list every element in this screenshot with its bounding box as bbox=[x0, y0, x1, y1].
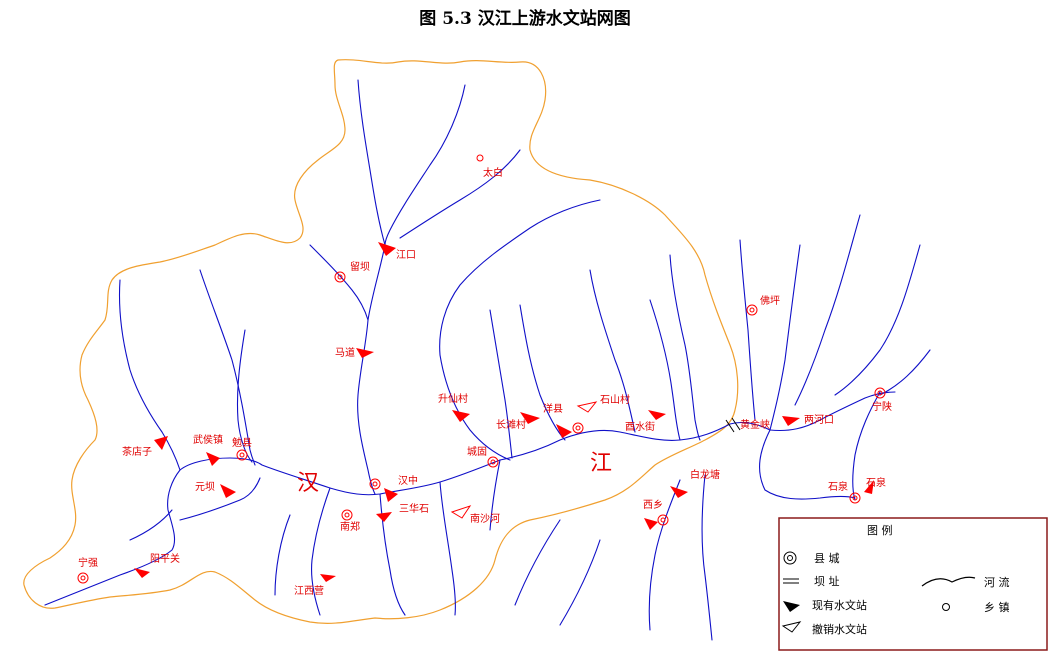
legend-existing-station: 现有水文站 bbox=[812, 598, 867, 612]
station-marker-lianghekou bbox=[782, 416, 800, 426]
river-xushui bbox=[519, 304, 566, 441]
han-river-east bbox=[769, 391, 896, 432]
legend: 图 例 县 城 坝 址 现有水文站 撤销水文站 河 流 乡 镇 bbox=[778, 517, 1048, 651]
river-ziwu bbox=[769, 244, 801, 431]
river-south-3 bbox=[439, 481, 456, 616]
label-yangxian: 洋县 bbox=[543, 402, 563, 415]
river-jin bbox=[669, 254, 701, 441]
label-ningshan: 宁陕 bbox=[872, 400, 892, 413]
label-sanhuashi: 三华石 bbox=[399, 502, 429, 515]
station-marker-sanhuashi bbox=[376, 512, 392, 522]
river-youshui bbox=[589, 269, 636, 433]
label-liuba: 留坝 bbox=[350, 260, 370, 273]
label-xishuijie: 酉水街 bbox=[625, 420, 655, 433]
legend-dam: 坝 址 bbox=[814, 574, 840, 588]
label-ningqiang: 宁强 bbox=[78, 556, 98, 569]
station-marker-yuanba bbox=[220, 484, 236, 498]
river-east-mid bbox=[649, 299, 681, 441]
label-chenggu: 城固 bbox=[467, 446, 487, 458]
station-marker-chadianzi bbox=[154, 436, 168, 450]
label-madao: 马道 bbox=[335, 346, 355, 359]
label-hanzhong: 汉中 bbox=[398, 474, 418, 487]
station-marker-yangpingguan bbox=[134, 568, 150, 578]
label-shiquan-county: 石泉 bbox=[828, 480, 848, 493]
river-ningshan bbox=[852, 391, 881, 501]
river-west-5 bbox=[129, 509, 173, 541]
river-east-far bbox=[834, 244, 921, 396]
county-markers bbox=[77, 271, 886, 584]
station-marker-nanshahe bbox=[450, 505, 472, 519]
river-han-north bbox=[794, 214, 861, 406]
station-marker-changxingcun bbox=[520, 412, 540, 424]
label-wuhouzhen: 武侯镇 bbox=[193, 433, 223, 446]
river-hongyan bbox=[384, 84, 466, 246]
station-marker-wuhouzhen bbox=[206, 452, 220, 466]
river-east-far-2 bbox=[739, 239, 756, 421]
river-north-4 bbox=[309, 244, 369, 321]
town-marker-taibai bbox=[476, 154, 484, 162]
station-marker-yangxian bbox=[556, 424, 572, 438]
river-west-2 bbox=[199, 269, 256, 466]
basin-boundary bbox=[23, 59, 739, 624]
station-marker-jiangkou bbox=[378, 242, 396, 256]
river-dang bbox=[489, 309, 513, 459]
label-jiangxiying: 江西营 bbox=[294, 584, 324, 597]
station-marker-xishuijie bbox=[648, 410, 666, 420]
station-marker-hanzhong bbox=[384, 488, 398, 502]
river-qushui bbox=[439, 199, 601, 461]
river-xihe bbox=[357, 79, 386, 495]
label-yuanba: 元坝 bbox=[195, 481, 215, 493]
river-bailong bbox=[118, 279, 181, 471]
label-mianxian: 勉县 bbox=[232, 436, 252, 449]
river-south-7 bbox=[559, 539, 601, 626]
label-yangpingguan: 阳平关 bbox=[150, 552, 180, 565]
station-marker-shengxiancun bbox=[452, 410, 470, 422]
river-south-1 bbox=[311, 487, 331, 616]
existing-stations bbox=[134, 242, 874, 582]
label-changxingcun: 长滩村 bbox=[496, 418, 526, 431]
page-title: 图 5.3 汉江上游水文站网图 bbox=[419, 9, 631, 29]
label-huangjinxia: 黄金峡 bbox=[740, 418, 770, 431]
river-south-6 bbox=[701, 474, 713, 641]
legend-county: 县 城 bbox=[814, 552, 840, 565]
dam-symbol bbox=[725, 417, 741, 433]
river-south-4 bbox=[274, 514, 291, 596]
label-nanshahe: 南沙河 bbox=[470, 512, 500, 525]
station-marker-shiquan bbox=[864, 480, 874, 494]
legend-town: 乡 镇 bbox=[984, 600, 1010, 614]
label-jiangkou: 江口 bbox=[396, 249, 416, 261]
cancelled-stations bbox=[450, 401, 598, 519]
river-south-5 bbox=[489, 459, 501, 531]
label-shishancun: 石山村 bbox=[600, 393, 630, 406]
label-chadianzi: 茶店子 bbox=[122, 445, 152, 458]
river-north-3 bbox=[399, 149, 521, 239]
label-xixiang: 西乡 bbox=[643, 499, 663, 511]
label-baihechang: 白龙塘 bbox=[690, 468, 720, 481]
label-han: 汉 bbox=[297, 471, 319, 496]
station-marker-baihechang bbox=[670, 486, 688, 498]
label-shiquan: 石泉 bbox=[866, 476, 886, 489]
legend-title: 图 例 bbox=[867, 523, 893, 537]
station-marker-xixiang bbox=[644, 518, 658, 530]
label-lianghekou: 两河口 bbox=[804, 414, 834, 426]
label-nanzheng: 南郑 bbox=[340, 520, 360, 533]
label-foping: 佛坪 bbox=[760, 294, 780, 307]
legend-river: 河 流 bbox=[984, 575, 1010, 589]
label-shengxiancun: 升仙村 bbox=[438, 392, 468, 405]
label-jiang: 江 bbox=[590, 451, 612, 476]
river-west-4 bbox=[179, 477, 261, 521]
label-taibai: 太白 bbox=[483, 166, 503, 179]
river-east-far-3 bbox=[879, 349, 931, 396]
river-south-8 bbox=[514, 519, 561, 606]
station-marker-madao bbox=[356, 348, 374, 358]
han-river-main bbox=[44, 421, 771, 606]
station-marker-jiangxiying bbox=[320, 574, 336, 582]
station-marker-shishancun bbox=[576, 401, 598, 413]
river-xixiang bbox=[648, 479, 681, 631]
river-shiquan bbox=[759, 429, 856, 500]
legend-cancelled-station: 撤销水文站 bbox=[812, 622, 867, 636]
